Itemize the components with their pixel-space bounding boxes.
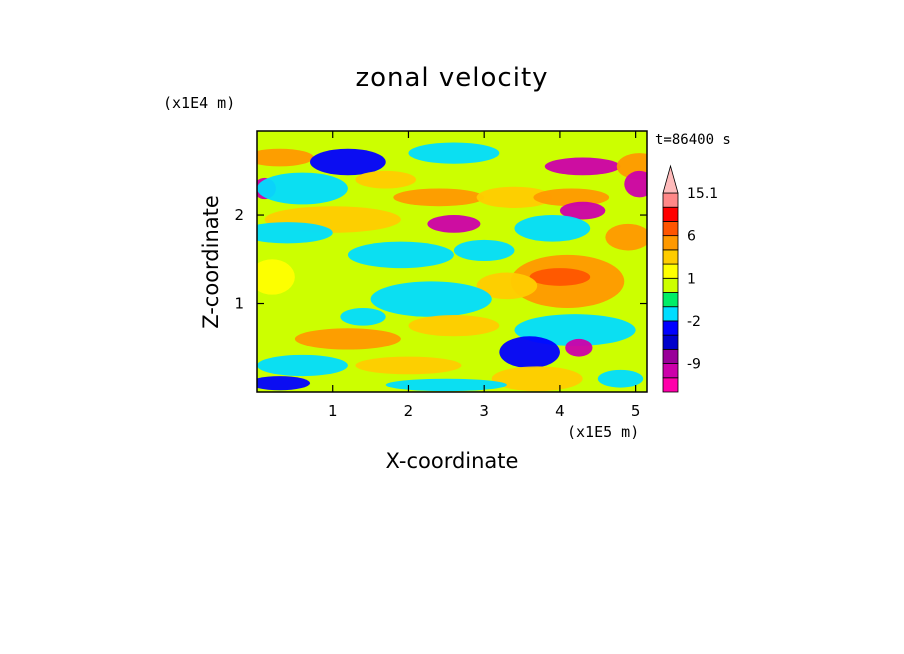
- velocity-blob: [257, 376, 311, 391]
- colorbar-label: -2: [687, 314, 701, 330]
- colorbar-extend-max: [662, 164, 679, 194]
- velocity-blob: [310, 148, 386, 176]
- colorbar-segment: [662, 306, 679, 322]
- velocity-blob: [597, 369, 644, 388]
- colorbar-segment: [662, 377, 679, 393]
- colorbar-segment: [662, 206, 679, 222]
- colorbar-label: 1: [687, 271, 696, 287]
- velocity-blob: [257, 172, 348, 205]
- velocity-blob: [499, 336, 560, 369]
- colorbar-segment: [662, 192, 679, 208]
- velocity-blob: [393, 188, 485, 207]
- velocity-blob: [491, 366, 583, 392]
- velocity-blob: [427, 215, 481, 233]
- velocity-blob: [514, 314, 636, 346]
- velocity-blob: [257, 222, 333, 244]
- colorbar-segment: [662, 348, 679, 364]
- heatmap-field: [257, 131, 647, 392]
- colorbar-segment: [662, 334, 679, 350]
- velocity-blob: [476, 186, 553, 208]
- colorbar-label: 15.1: [687, 186, 718, 202]
- velocity-blob: [294, 328, 401, 350]
- colorbar-segment: [662, 263, 679, 279]
- chart-title: zonal velocity: [355, 63, 548, 93]
- velocity-blob: [257, 259, 295, 295]
- velocity-blob: [544, 157, 621, 176]
- velocity-blob: [370, 281, 492, 317]
- plot-frame: [256, 130, 648, 393]
- velocity-blob: [257, 354, 348, 377]
- y-tick-label: 1: [234, 295, 244, 313]
- velocity-blob: [355, 170, 417, 189]
- velocity-blob: [408, 315, 500, 337]
- x-axis: 1 2 3 4 5: [328, 131, 640, 420]
- colorbar-segment: [662, 277, 679, 293]
- velocity-blob: [355, 356, 462, 375]
- colorbar-labels: 15.1 6 1 -2 -9: [687, 186, 718, 373]
- x-axis-label: X-coordinate: [386, 449, 519, 473]
- x-scale-label: (x1E5 m): [567, 423, 639, 441]
- velocity-blob: [453, 239, 515, 262]
- velocity-blob: [605, 223, 647, 251]
- velocity-blob: [559, 201, 606, 220]
- velocity-blob: [257, 148, 314, 167]
- colorbar-label: -9: [687, 357, 701, 373]
- velocity-blob: [565, 338, 593, 357]
- x-tick-label: 1: [328, 402, 338, 420]
- colorbar-segment: [662, 249, 679, 265]
- velocity-blob: [476, 272, 538, 300]
- colorbar-label: 6: [687, 229, 696, 245]
- velocity-blob: [514, 215, 591, 242]
- velocity-blob: [347, 241, 454, 269]
- x-tick-label: 2: [404, 402, 414, 420]
- y-axis: 12: [234, 206, 647, 313]
- x-tick-label: 3: [479, 402, 489, 420]
- colorbar-segment: [662, 221, 679, 237]
- velocity-blob: [624, 170, 647, 198]
- velocity-blob: [529, 268, 591, 286]
- colorbar-segment: [662, 320, 679, 336]
- velocity-contours: [257, 142, 647, 392]
- y-tick-label: 2: [234, 206, 244, 224]
- colorbar-segment: [662, 363, 679, 379]
- x-tick-label: 4: [555, 402, 565, 420]
- velocity-blob: [340, 307, 386, 326]
- y-scale-label: (x1E4 m): [163, 94, 235, 112]
- time-label: t=86400 s: [655, 132, 731, 148]
- velocity-blob: [408, 142, 500, 164]
- y-axis-label: Z-coordinate: [199, 195, 223, 329]
- colorbar-segment: [662, 292, 679, 308]
- velocity-blob: [385, 378, 507, 392]
- colorbar-segment: [662, 235, 679, 251]
- x-tick-label: 5: [631, 402, 641, 420]
- velocity-blob: [533, 188, 610, 207]
- colorbar: [662, 164, 679, 393]
